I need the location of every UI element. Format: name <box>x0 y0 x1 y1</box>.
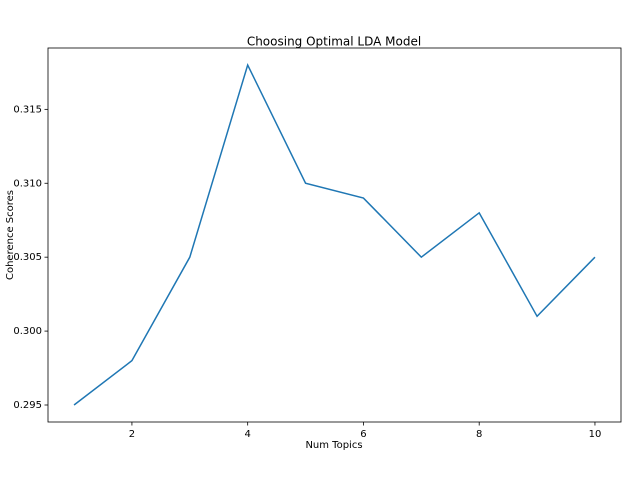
x-tick-label: 2 <box>129 429 135 440</box>
y-tick-label: 0.300 <box>13 326 42 337</box>
y-tick-label: 0.295 <box>13 400 42 411</box>
x-tick-label: 8 <box>476 429 482 440</box>
chart-title: Choosing Optimal LDA Model <box>247 35 421 49</box>
data-line <box>73 62 596 406</box>
y-tick-label: 0.315 <box>13 104 42 115</box>
x-tick-label: 4 <box>244 429 250 440</box>
axes-frame <box>47 47 622 423</box>
x-tick-label: 6 <box>360 429 366 440</box>
y-tick-label: 0.310 <box>13 178 42 189</box>
x-axis-label: Num Topics <box>305 440 362 451</box>
y-tick-label: 0.305 <box>13 252 42 263</box>
y-axis-label: Coherence Scores <box>5 190 16 280</box>
x-tick-label: 10 <box>589 429 602 440</box>
